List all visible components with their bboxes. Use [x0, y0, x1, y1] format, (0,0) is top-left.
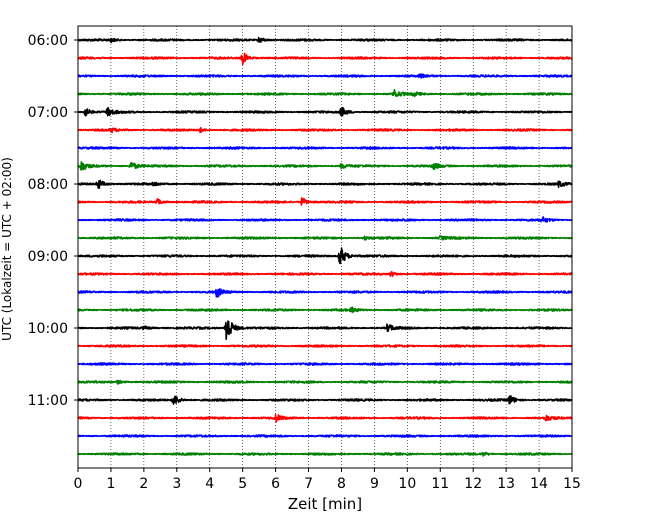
seismogram-trace [77, 395, 573, 405]
y-tick-label: 10:00 [28, 321, 68, 337]
x-tick-label: 2 [139, 476, 148, 492]
seismogram-trace [77, 36, 573, 44]
x-tick-label: 9 [370, 476, 379, 492]
seismogram-trace [77, 52, 573, 66]
x-tick-label: 8 [337, 476, 346, 492]
seismogram-trace [77, 179, 573, 189]
seismogram-trace [77, 126, 573, 134]
y-tick-label: 06:00 [28, 33, 68, 49]
x-axis-ticks: 0 1 2 3 4 5 6 7 8 9 10 11 12 13 14 15 [74, 468, 581, 492]
seismogram-trace [77, 379, 573, 385]
seismogram-trace [77, 216, 573, 223]
x-tick-label: 14 [530, 476, 548, 492]
seismogram-trace [77, 247, 573, 265]
y-axis-ticks: 06:00 07:00 08:00 09:00 10:00 11:00 [28, 33, 78, 409]
seismogram-trace [77, 288, 573, 298]
seismogram-trace [77, 160, 573, 171]
seismogram-trace [77, 146, 573, 150]
seismogram-trace [77, 106, 573, 117]
seismogram-trace [77, 88, 573, 98]
x-axis-label: Zeit [min] [288, 495, 362, 513]
x-tick-label: 15 [563, 476, 581, 492]
seismogram-trace [77, 270, 573, 277]
seismogram-trace [77, 362, 573, 366]
seismogram-trace [77, 434, 573, 438]
y-tick-label: 08:00 [28, 177, 68, 193]
plot-frame [77, 25, 573, 469]
seismogram-trace [77, 451, 573, 457]
x-tick-label: 6 [271, 476, 280, 492]
seismogram-trace [77, 413, 573, 423]
seismogram-traces [77, 36, 573, 457]
x-tick-label: 3 [172, 476, 181, 492]
seismogram-trace [77, 344, 573, 348]
seismogram-trace [77, 197, 573, 206]
x-tick-label: 11 [431, 476, 449, 492]
y-tick-label: 11:00 [28, 393, 68, 409]
x-tick-label: 5 [238, 476, 247, 492]
seismogram-trace [77, 320, 573, 340]
seismogram-trace [77, 73, 573, 79]
x-tick-label: 0 [74, 476, 83, 492]
y-axis-label: UTC (Lokalzeit = UTC + 02:00) [0, 157, 14, 341]
x-tick-label: 13 [497, 476, 515, 492]
y-tick-label: 07:00 [28, 105, 68, 121]
x-tick-label: 12 [464, 476, 482, 492]
y-tick-label: 09:00 [28, 249, 68, 265]
x-tick-label: 7 [304, 476, 313, 492]
seismogram-trace [77, 235, 573, 241]
seismogram-trace [77, 306, 573, 314]
x-tick-label: 4 [205, 476, 214, 492]
x-tick-label: 1 [106, 476, 115, 492]
x-tick-label: 10 [398, 476, 416, 492]
